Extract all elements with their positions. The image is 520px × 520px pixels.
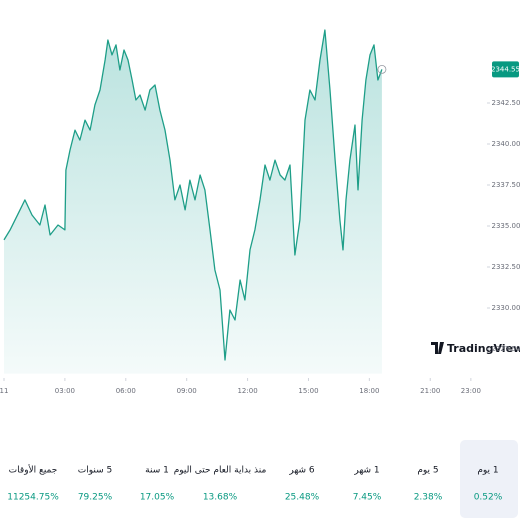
x-tick-label: 11 [0,387,8,395]
period-change[interactable]: 0.52% [474,493,503,503]
y-tick-label: 2340.00 [492,140,520,148]
x-tick-label: 12:00 [237,387,257,395]
period-label[interactable]: 6 شهر [288,466,315,476]
x-tick-label: 03:00 [55,387,75,395]
x-tick-label: 21:00 [420,387,440,395]
x-tick-label: 09:00 [177,387,197,395]
period-change[interactable]: 25.48% [285,493,320,503]
x-tick-label: 18:00 [359,387,379,395]
period-change[interactable]: 11254.75% [7,493,59,503]
x-tick-label: 06:00 [116,387,136,395]
period-change[interactable]: 13.68% [203,493,238,503]
y-tick-label: 2335.00 [492,222,520,230]
watermark: TradingView [447,342,520,355]
x-tick-label: 15:00 [298,387,318,395]
last-point [377,64,387,74]
period-label[interactable]: 5 يوم [417,466,438,476]
logo-icon [431,342,444,354]
period-label[interactable]: جميع الأوقات [9,464,58,476]
period-change[interactable]: 2.38% [414,493,443,503]
y-tick-label: 2337.50 [492,181,520,189]
y-tick-label: 2332.50 [492,263,520,271]
price-label: 2344.55 [491,65,520,73]
selected-tab[interactable] [460,440,518,518]
period-label[interactable]: منذ بداية العام حتى اليوم [174,466,267,476]
price-marker [492,61,519,78]
period-label[interactable]: 1 سنة [145,466,169,476]
x-tick-label: 23:00 [461,387,481,395]
logo: TradingView [431,342,520,355]
period-change[interactable]: 17.05% [140,493,175,503]
area [4,30,382,374]
period-change[interactable]: 79.25% [78,493,113,503]
y-tick-label: 2327.50 [492,345,520,353]
period-label[interactable]: 1 شهر [353,466,379,476]
y-tick-label: 2330.00 [492,304,520,312]
line [3,29,383,361]
y-tick-label: 2342.50 [492,99,520,107]
period-change[interactable]: 7.45% [353,493,382,503]
period-label[interactable]: 5 سنوات [78,466,112,476]
period-label[interactable]: 1 يوم [477,466,498,476]
